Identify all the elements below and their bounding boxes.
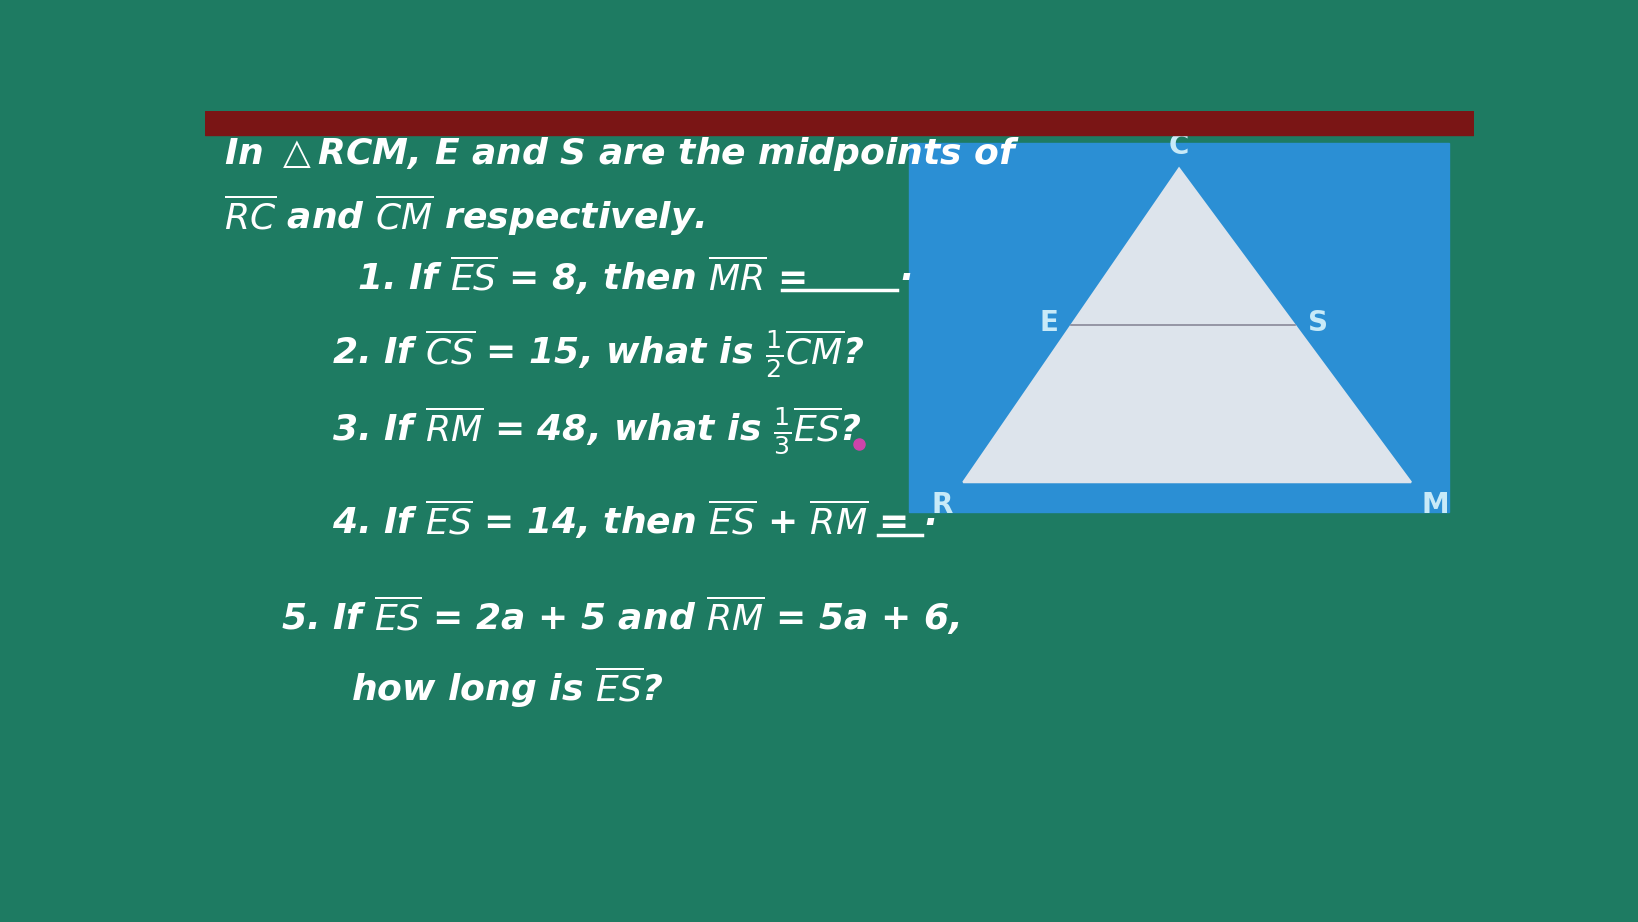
Text: 3. If $\overline{RM}$ = 48, what is $\frac{1}{3}$$\overline{ES}$?: 3. If $\overline{RM}$ = 48, what is $\fr… <box>331 406 862 457</box>
Text: M: M <box>1422 491 1450 519</box>
Text: 5. If $\overline{ES}$ = 2a + 5 and $\overline{RM}$ = 5a + 6,: 5. If $\overline{ES}$ = 2a + 5 and $\ove… <box>282 594 960 637</box>
Text: S: S <box>1307 309 1328 337</box>
Bar <box>205 111 1474 136</box>
Text: .: . <box>901 253 914 287</box>
Text: R: R <box>932 491 953 519</box>
Bar <box>909 143 1450 512</box>
Text: 4. If $\overline{ES}$ = 14, then $\overline{ES}$ + $\overline{RM}$ =: 4. If $\overline{ES}$ = 14, then $\overl… <box>331 498 907 541</box>
Text: how long is $\overline{ES}$?: how long is $\overline{ES}$? <box>351 665 663 710</box>
Text: $\overline{RC}$ and $\overline{CM}$ respectively.: $\overline{RC}$ and $\overline{CM}$ resp… <box>224 193 704 238</box>
Polygon shape <box>963 169 1410 482</box>
Text: .: . <box>924 498 939 532</box>
Text: 1. If $\overline{ES}$ = 8, then $\overline{MR}$ =: 1. If $\overline{ES}$ = 8, then $\overli… <box>357 253 806 297</box>
Text: C: C <box>1170 132 1189 160</box>
Text: In $\triangle$RCM, E and S are the midpoints of: In $\triangle$RCM, E and S are the midpo… <box>224 136 1020 173</box>
Text: E: E <box>1040 309 1058 337</box>
Text: 2. If $\overline{CS}$ = 15, what is $\frac{1}{2}$$\overline{CM}$?: 2. If $\overline{CS}$ = 15, what is $\fr… <box>331 327 863 380</box>
